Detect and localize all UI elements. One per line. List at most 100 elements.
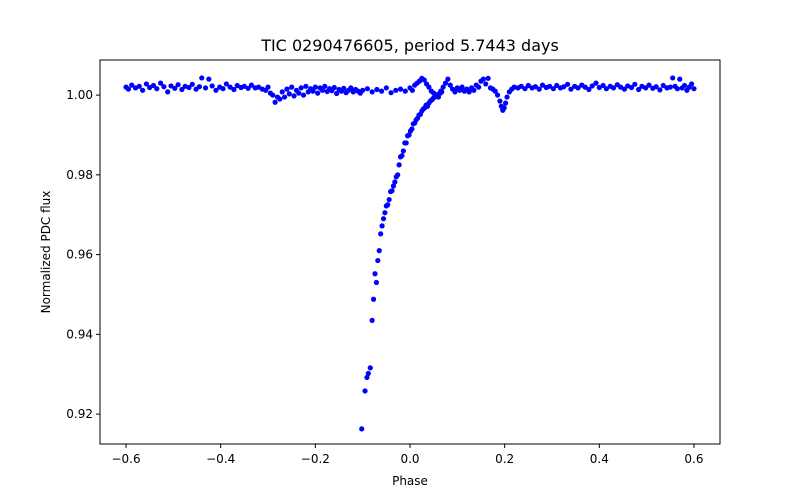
y-tick-label: 0.94 (66, 327, 93, 341)
data-point (497, 98, 503, 104)
data-point (447, 82, 453, 88)
data-point (388, 90, 394, 96)
data-point (621, 86, 628, 92)
data-point (525, 82, 531, 89)
data-point (681, 82, 688, 89)
data-point (157, 80, 164, 86)
data-point (389, 188, 395, 194)
data-point (334, 90, 340, 97)
data-point (403, 140, 409, 146)
data-point (421, 77, 427, 83)
data-point (312, 84, 318, 90)
data-point (376, 248, 382, 254)
data-point (284, 86, 290, 92)
x-tick-label: −0.6 (111, 452, 140, 466)
y-axis-title: Normalized PDC flux (39, 191, 53, 314)
data-point (296, 90, 302, 96)
y-tick-label: 0.96 (66, 248, 93, 262)
data-point (154, 86, 160, 92)
x-tick-label: 0.2 (495, 452, 514, 466)
data-point (202, 85, 209, 91)
data-point (161, 84, 167, 90)
data-point (364, 86, 370, 92)
data-point (298, 85, 304, 91)
data-point (536, 86, 542, 92)
data-point (442, 80, 449, 86)
data-point (362, 388, 368, 394)
data-point (628, 84, 635, 91)
data-point (143, 81, 149, 87)
data-point (582, 84, 588, 90)
data-point (136, 83, 142, 89)
data-point (213, 87, 219, 93)
data-point (165, 89, 171, 95)
data-point (303, 83, 309, 89)
data-point (393, 87, 399, 93)
data-point (364, 374, 370, 381)
data-point (586, 86, 592, 93)
chart-title: TIC 0290476605, period 5.7443 days (260, 36, 559, 55)
data-point (409, 87, 415, 93)
data-point (186, 84, 192, 91)
data-point (660, 82, 666, 89)
x-tick-label: −0.2 (301, 452, 330, 466)
data-point (300, 92, 307, 98)
data-point (504, 94, 510, 100)
data-point (331, 84, 337, 91)
data-point (390, 183, 397, 189)
data-point (395, 172, 401, 178)
data-point (272, 99, 278, 105)
data-point (209, 83, 215, 89)
x-axis-ticks: −0.6 −0.4 −0.2 0.0 0.2 0.4 0.6 (111, 444, 704, 466)
data-point (400, 148, 406, 154)
x-axis-title: Phase (392, 474, 428, 488)
data-point (522, 86, 528, 92)
data-point (406, 132, 412, 138)
data-point (674, 86, 681, 92)
data-point (245, 85, 251, 91)
data-point (279, 89, 285, 95)
data-point (632, 81, 638, 87)
data-point (248, 82, 255, 88)
data-point (494, 92, 501, 98)
data-point (547, 83, 553, 89)
data-point (348, 85, 354, 91)
data-point (476, 84, 482, 90)
data-point (539, 82, 546, 88)
data-point (380, 216, 387, 222)
data-point (636, 86, 642, 93)
data-point (382, 210, 388, 216)
data-point (485, 75, 491, 81)
data-point (231, 86, 237, 93)
x-tick-label: 0.6 (684, 452, 703, 466)
data-point (568, 86, 574, 92)
data-point (372, 271, 378, 277)
data-point (657, 87, 663, 93)
data-point (610, 85, 617, 91)
data-point (670, 75, 676, 81)
data-point (369, 89, 375, 95)
data-point (289, 84, 295, 90)
data-point (691, 86, 697, 92)
data-point (445, 76, 451, 82)
data-point (593, 80, 599, 86)
data-point (399, 153, 405, 159)
data-point (379, 88, 385, 94)
data-point (319, 87, 326, 93)
data-point (360, 87, 366, 93)
data-point (589, 83, 595, 89)
data-point (206, 76, 212, 82)
data-point (175, 82, 181, 88)
data-point (689, 81, 695, 87)
data-point (277, 96, 283, 102)
y-tick-label: 0.92 (66, 407, 93, 421)
data-point (125, 86, 131, 92)
data-point (322, 83, 328, 89)
data-point (310, 88, 316, 94)
data-point (452, 89, 458, 95)
x-tick-label: 0.0 (400, 452, 419, 466)
data-point (227, 84, 233, 90)
